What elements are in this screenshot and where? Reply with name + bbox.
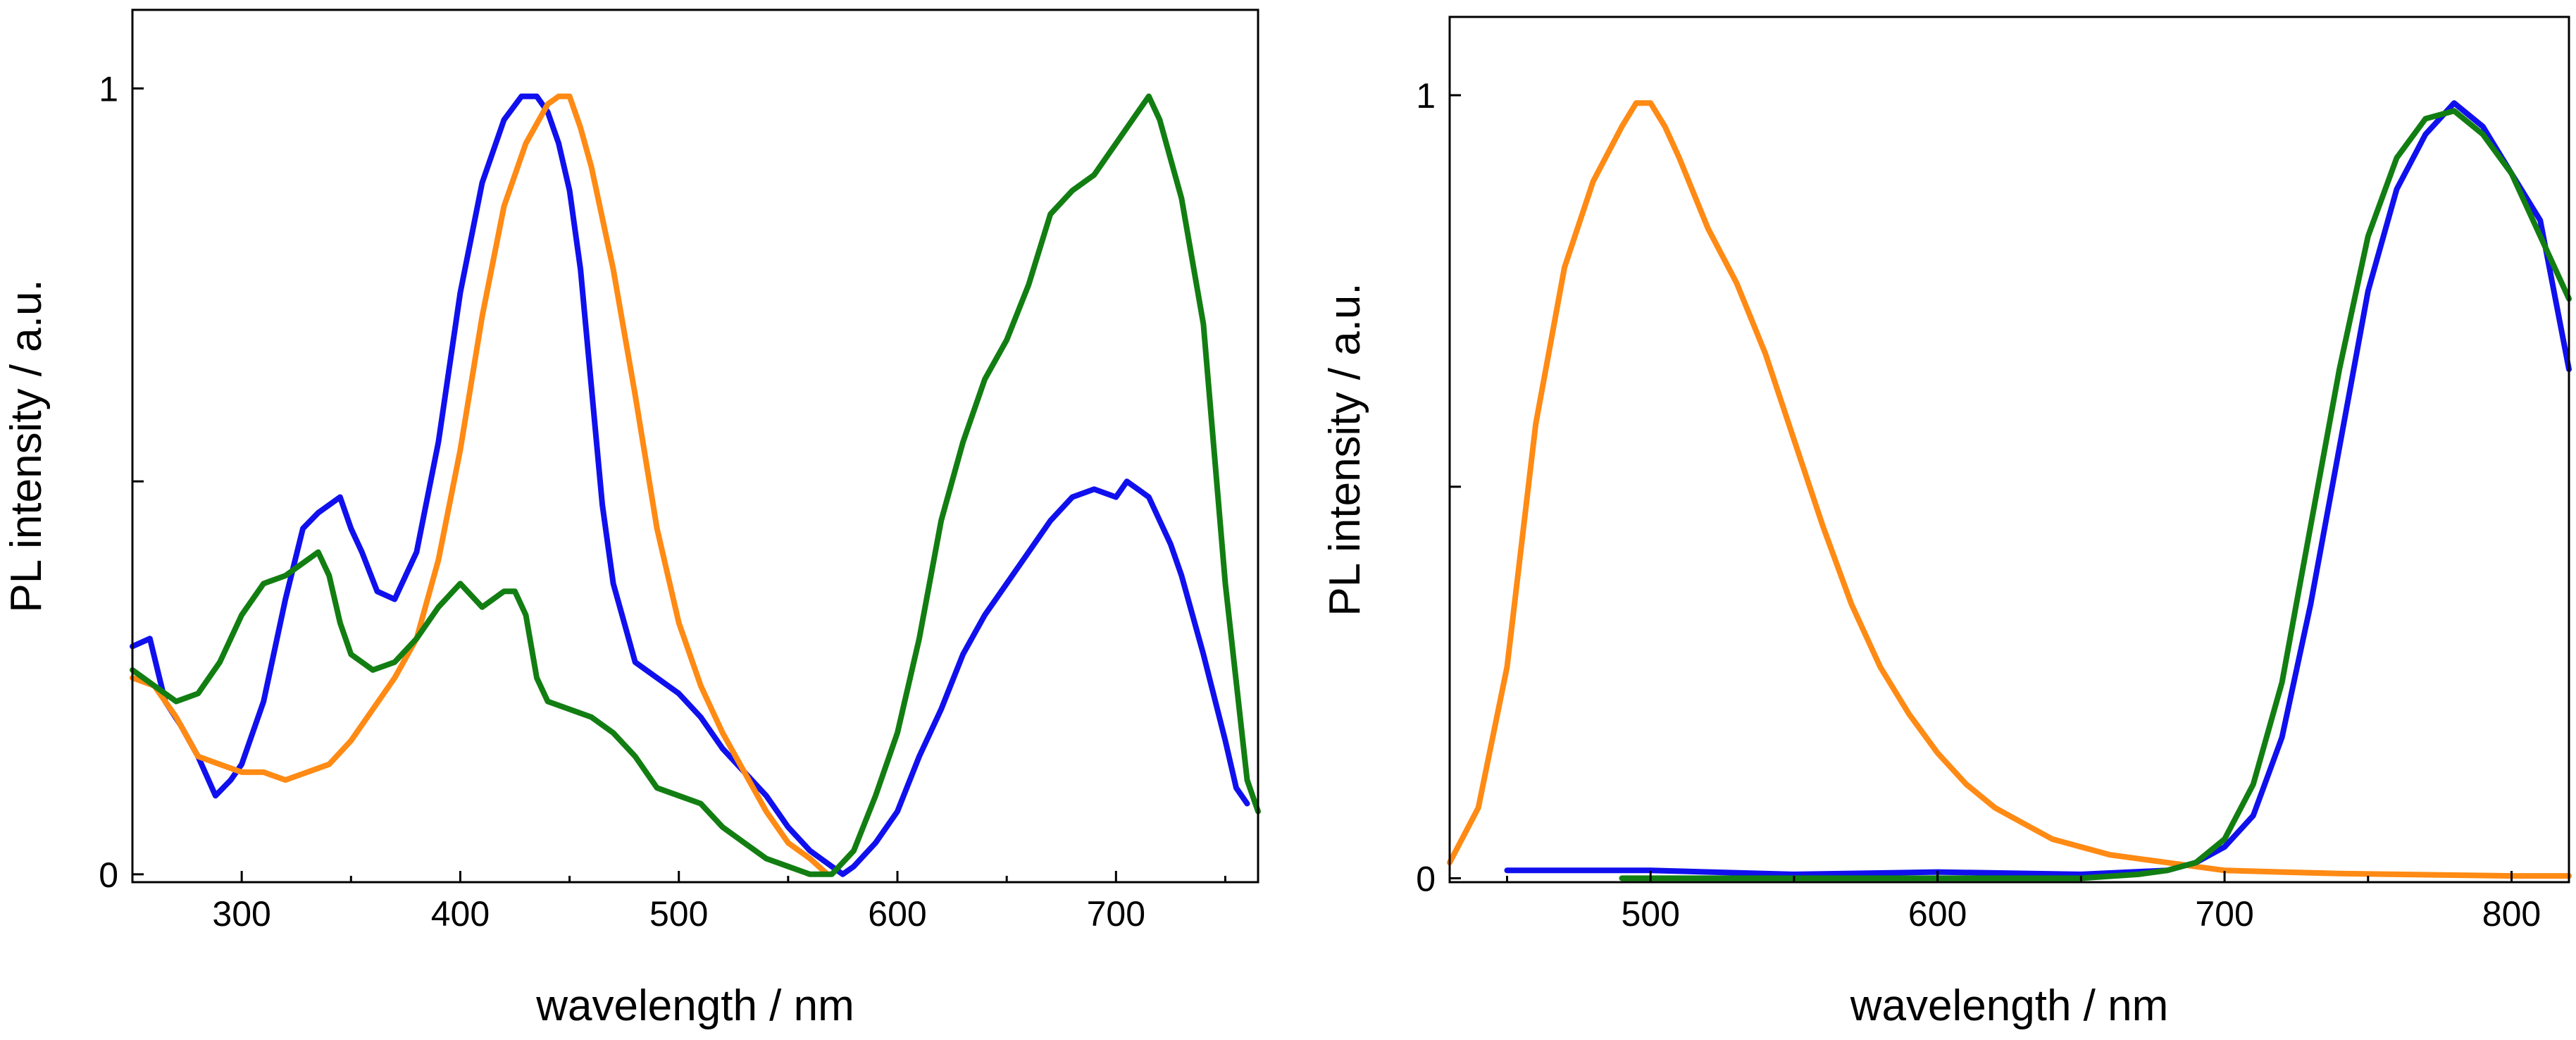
left-y-tick-label: 0 (99, 855, 118, 895)
right-plot-frame (1448, 16, 2570, 884)
left-y-tick-label: 1 (99, 70, 118, 109)
left-x-tick-label: 400 (431, 894, 490, 934)
right-y-axis-label: PL intensity / a.u. (1321, 283, 1369, 616)
right-x-tick-label: 800 (2482, 894, 2541, 934)
right-x-tick-label: 700 (2195, 894, 2253, 934)
left-series-green (130, 93, 1261, 877)
right-series-green (1619, 108, 2572, 881)
left-y-axis-label: PL intensity / a.u. (2, 279, 51, 612)
left-x-axis-label: wavelength / nm (535, 982, 854, 1030)
left-series-blue (130, 93, 1250, 877)
right-series-blue (1504, 100, 2572, 877)
left-x-tick-label: 700 (1087, 894, 1145, 934)
left-x-tick-label: 600 (868, 894, 926, 934)
left-plot-frame (131, 8, 1259, 884)
left-x-tick-label: 500 (649, 894, 708, 934)
left-series-orange (130, 93, 830, 877)
right-x-axis-label: wavelength / nm (1850, 982, 2168, 1030)
right-y-tick-label: 0 (1416, 859, 1436, 898)
right-x-tick-label: 500 (1621, 894, 1679, 934)
right-x-tick-label: 600 (1908, 894, 1967, 934)
right-series-orange (1447, 100, 2572, 879)
left-x-tick-label: 300 (212, 894, 270, 934)
right-y-tick-label: 1 (1416, 76, 1436, 116)
